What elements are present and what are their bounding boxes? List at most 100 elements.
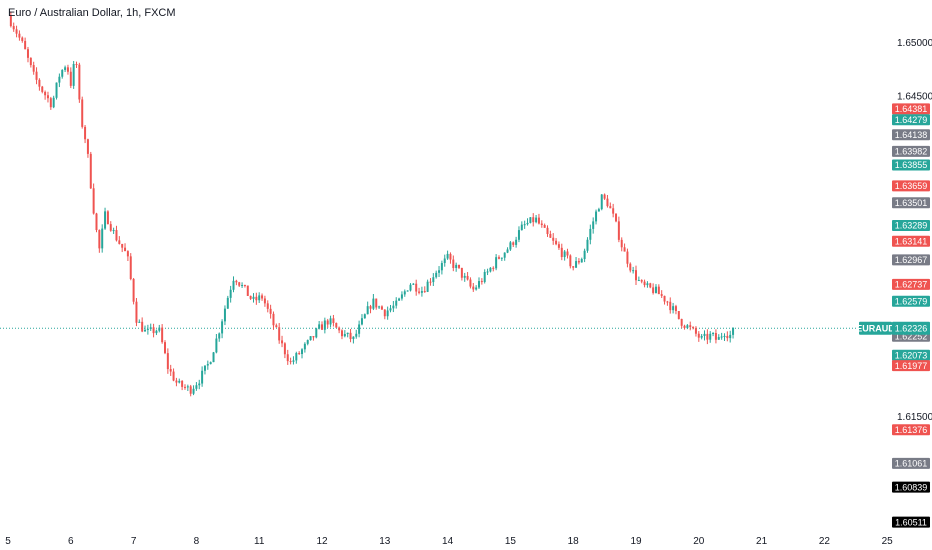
candle-body <box>212 352 215 363</box>
candle-body <box>29 57 32 66</box>
candle-body <box>58 76 61 83</box>
candle-body <box>537 217 540 224</box>
price-tag-label: 1.61376 <box>895 425 928 435</box>
candle-body <box>218 333 221 339</box>
symbol-badge <box>859 321 892 335</box>
candle-body <box>478 281 480 288</box>
candle-body <box>101 228 104 249</box>
candle-body <box>460 267 463 278</box>
candle-body <box>700 335 703 338</box>
candle-body <box>714 333 717 340</box>
candle-body <box>46 95 49 99</box>
candle-body <box>495 257 498 269</box>
x-tick-label: 15 <box>505 536 517 547</box>
current-price-box <box>892 321 930 335</box>
candle-body <box>697 333 700 338</box>
candle-body <box>81 99 84 127</box>
candle-body <box>409 284 412 291</box>
candle-body <box>400 294 403 299</box>
candle-body <box>657 286 660 295</box>
y-axis[interactable]: 1.65000 1.64500 1.61500 <box>897 38 932 423</box>
price-tag-label: 1.64138 <box>895 130 928 140</box>
candle-body <box>503 252 506 258</box>
candle-body <box>89 153 92 189</box>
candles[interactable] <box>9 11 735 397</box>
candle-body <box>126 251 129 257</box>
candle-body <box>426 281 429 292</box>
candle-body <box>560 247 563 258</box>
candle-body <box>175 380 178 383</box>
candle-body <box>535 217 538 223</box>
candle-body <box>332 318 335 323</box>
candle-body <box>674 306 677 311</box>
candle-body <box>706 333 709 340</box>
candle-body <box>612 208 615 214</box>
candle-body <box>132 278 135 302</box>
candle-body <box>266 303 269 309</box>
candle-body <box>483 272 486 282</box>
candle-body <box>515 239 518 245</box>
candle-body <box>15 29 18 34</box>
candle-body <box>61 69 64 77</box>
candle-body <box>215 338 218 353</box>
candle-body <box>577 261 580 263</box>
candle-body <box>666 301 669 303</box>
candle-body <box>340 330 343 337</box>
candle-body <box>580 259 583 263</box>
candle-body <box>72 64 75 86</box>
candle-body <box>520 224 523 231</box>
y-tick-label: 1.61500 <box>897 412 932 423</box>
candle-body <box>149 327 152 329</box>
candle-body <box>84 126 87 140</box>
candle-body <box>269 308 272 314</box>
candle-body <box>466 275 469 280</box>
x-tick-label: 20 <box>693 536 705 547</box>
candle-body <box>189 386 192 394</box>
candle-body <box>198 383 201 386</box>
candle-body <box>161 327 164 343</box>
price-tag-box <box>892 457 930 469</box>
candle-body <box>249 295 252 299</box>
candle-body <box>261 295 264 299</box>
candle-body <box>620 239 623 248</box>
y-tick-label: 1.65000 <box>897 38 932 49</box>
candle-body <box>109 224 112 231</box>
candle-body <box>569 255 572 267</box>
candle-body <box>566 251 569 256</box>
candle-body <box>398 298 401 301</box>
candle-body <box>469 279 472 287</box>
candle-body <box>124 247 127 252</box>
x-tick-label: 5 <box>5 536 11 547</box>
candle-body <box>529 217 532 223</box>
price-tag-label: 1.64279 <box>895 115 928 125</box>
price-tag-box <box>892 219 930 231</box>
candle-body <box>52 97 55 108</box>
candle-body <box>632 270 635 272</box>
candle-body <box>41 86 44 92</box>
candle-body <box>360 318 363 325</box>
candle-body <box>512 242 515 245</box>
candle-body <box>703 333 706 336</box>
price-tag-label: 1.62737 <box>895 280 928 290</box>
candle-body <box>415 283 418 292</box>
x-tick-label: 13 <box>379 536 391 547</box>
x-tick-label: 18 <box>568 536 580 547</box>
candle-body <box>178 380 181 383</box>
candle-body <box>686 325 689 328</box>
price-tag-label: 1.63501 <box>895 198 928 208</box>
x-axis[interactable]: 5 6 7 8 11 12 13 14 15 18 19 20 21 22 25 <box>5 536 893 547</box>
candle-body <box>677 310 680 319</box>
candle-body <box>335 322 338 328</box>
candle-body <box>146 328 149 330</box>
candle-body <box>452 259 455 268</box>
candle-body <box>112 230 115 232</box>
price-tag-box <box>892 360 930 372</box>
price-tag-label: 1.63855 <box>895 160 928 170</box>
price-tag-label: 1.62073 <box>895 351 928 361</box>
candle-body <box>429 281 432 283</box>
current-price-tag: EURAUD 1.62326 <box>856 321 930 335</box>
candle-body <box>683 325 686 328</box>
